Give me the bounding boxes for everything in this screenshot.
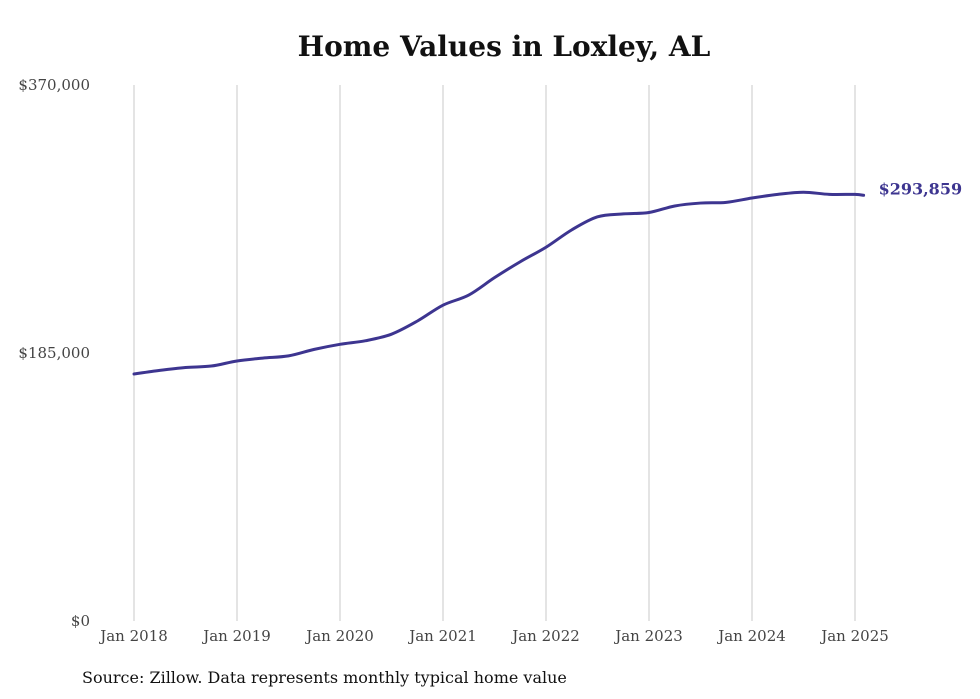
series-line (132, 190, 866, 376)
end-value-label: $293,859 (879, 179, 963, 198)
y-tick-label: $185,000 (18, 344, 90, 362)
x-tick-label: Jan 2019 (201, 627, 271, 645)
x-tick-label: Jan 2024 (716, 627, 786, 645)
x-tick-label: Jan 2021 (407, 627, 477, 645)
y-tick-label: $370,000 (18, 76, 90, 94)
x-axis-ticks: Jan 2018 Jan 2019 Jan 2020 Jan 2021 Jan 2022… (98, 627, 889, 645)
y-axis-ticks: $0 $185,000 $370,000 (18, 76, 90, 630)
y-tick-label: $0 (71, 612, 90, 630)
gridlines (133, 85, 856, 621)
chart-title: Home Values in Loxley, AL (297, 30, 711, 63)
x-tick-label: Jan 2020 (304, 627, 374, 645)
x-tick-label: Jan 2022 (510, 627, 580, 645)
x-tick-label: Jan 2018 (98, 627, 168, 645)
x-tick-label: Jan 2023 (613, 627, 683, 645)
x-tick-label: Jan 2025 (819, 627, 889, 645)
source-note: Source: Zillow. Data represents monthly … (82, 668, 567, 687)
series-layer: $293,859 (132, 179, 963, 376)
